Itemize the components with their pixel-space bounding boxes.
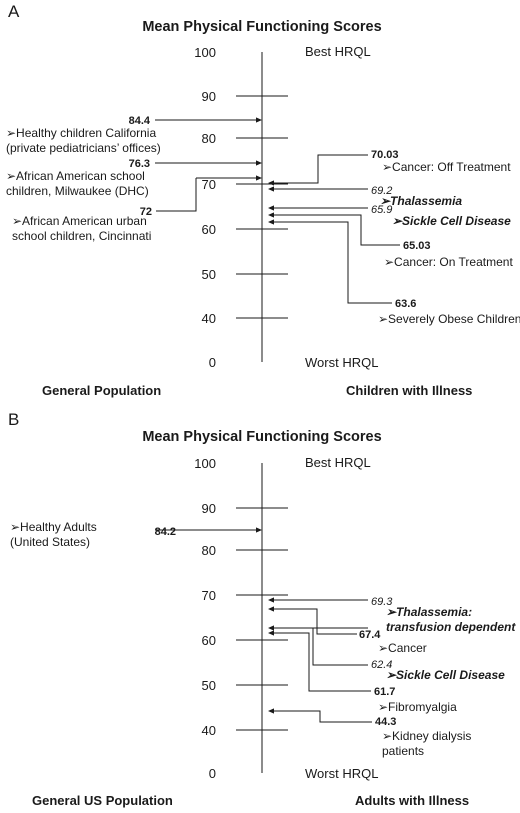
best-hrql-label: Best HRQL: [305, 44, 371, 59]
tick-label: 0: [209, 766, 216, 781]
tick-label: 80: [202, 131, 216, 146]
right-group-description: ➢Fibromyalgia: [378, 700, 457, 714]
left-score-value: 84.4: [129, 115, 151, 127]
best-hrql-label: Best HRQL: [305, 455, 371, 470]
left-group-description: ➢African American school: [6, 169, 145, 183]
left-arrow-head: [256, 175, 262, 181]
right-arrow-head: [268, 219, 274, 225]
right-arrow-head: [268, 186, 274, 192]
right-score-value: 65.9: [371, 204, 392, 216]
right-score-value: 65.03: [403, 240, 431, 252]
right-leader-line: [269, 710, 372, 723]
chart-title: Mean Physical Functioning Scores: [142, 429, 381, 445]
right-group-label: Adults with Illness: [355, 793, 469, 808]
right-leader-line: [269, 632, 371, 692]
right-arrow-head: [268, 708, 274, 714]
tick-label: 60: [202, 222, 216, 237]
tick-label: 90: [202, 501, 216, 516]
left-arrow-head: [256, 160, 262, 166]
left-score-value: 76.3: [129, 158, 150, 170]
right-group-description: ➢Thalassemia: [380, 194, 462, 208]
right-score-value: 69.2: [371, 185, 392, 197]
tick-label: 50: [202, 678, 216, 693]
right-group-description: patients: [382, 744, 424, 758]
tick-label: 60: [202, 633, 216, 648]
right-score-value: 63.6: [395, 298, 416, 310]
left-arrow-head: [256, 527, 262, 533]
left-group-description: ➢African American urban: [12, 214, 147, 228]
right-arrow-head: [268, 180, 274, 186]
tick-label: 40: [202, 311, 216, 326]
right-group-description: transfusion dependent: [386, 620, 516, 634]
left-group-label: General Population: [42, 383, 161, 398]
right-arrow-head: [268, 205, 274, 211]
right-leader-line: [269, 221, 392, 304]
tick-label: 70: [202, 588, 216, 603]
right-arrow-head: [268, 212, 274, 218]
right-group-description: ➢Severely Obese Children: [378, 312, 520, 326]
right-group-label: Children with Illness: [346, 383, 472, 398]
right-score-value: 44.3: [375, 716, 396, 728]
right-score-value: 67.4: [359, 629, 381, 641]
right-score-value: 61.7: [374, 686, 395, 698]
right-group-description: ➢Thalassemia:: [386, 605, 472, 619]
left-group-description: school children, Cincinnati: [12, 229, 151, 243]
right-leader-line: [269, 608, 357, 635]
right-group-description: ➢Sickle Cell Disease: [392, 214, 511, 228]
left-leader-line: [156, 178, 197, 212]
right-arrow-head: [268, 630, 274, 636]
tick-label: 0: [209, 355, 216, 370]
right-score-value: 62.4: [371, 659, 392, 671]
panel-letter: B: [8, 410, 19, 429]
left-arrow-head: [256, 117, 262, 123]
right-group-description: ➢Kidney dialysis: [382, 729, 471, 743]
right-group-description: ➢Cancer: On Treatment: [384, 255, 513, 269]
left-score-value: 84.2: [155, 526, 176, 538]
left-group-description: (private pediatricians’ offices): [6, 141, 161, 155]
right-arrow-head: [268, 606, 274, 612]
right-score-value: 70.03: [371, 149, 399, 161]
right-leader-line: [312, 628, 368, 666]
right-group-description: ➢Cancer: Off Treatment: [382, 160, 511, 174]
tick-label: 40: [202, 723, 216, 738]
right-arrow-head: [268, 597, 274, 603]
left-group-description: ➢Healthy children California: [6, 126, 156, 140]
worst-hrql-label: Worst HRQL: [305, 355, 378, 370]
right-leader-line: [269, 214, 400, 246]
left-group-label: General US Population: [32, 793, 173, 808]
right-leader-line: [269, 154, 368, 184]
tick-label: 90: [202, 89, 216, 104]
right-group-description: ➢Sickle Cell Disease: [386, 668, 505, 682]
tick-label: 100: [194, 45, 216, 60]
left-group-description: (United States): [10, 535, 90, 549]
tick-label: 50: [202, 267, 216, 282]
panel-letter: A: [8, 2, 20, 21]
chart-title: Mean Physical Functioning Scores: [142, 19, 381, 35]
right-group-description: ➢Cancer: [378, 641, 427, 655]
left-group-description: ➢Healthy Adults: [10, 520, 97, 534]
left-group-description: children, Milwaukee (DHC): [6, 184, 149, 198]
tick-label: 80: [202, 543, 216, 558]
right-score-value: 69.3: [371, 596, 393, 608]
tick-label: 100: [194, 456, 216, 471]
left-score-value: 72: [140, 206, 152, 218]
right-arrow-head: [268, 625, 274, 631]
worst-hrql-label: Worst HRQL: [305, 766, 378, 781]
tick-label: 70: [202, 177, 216, 192]
